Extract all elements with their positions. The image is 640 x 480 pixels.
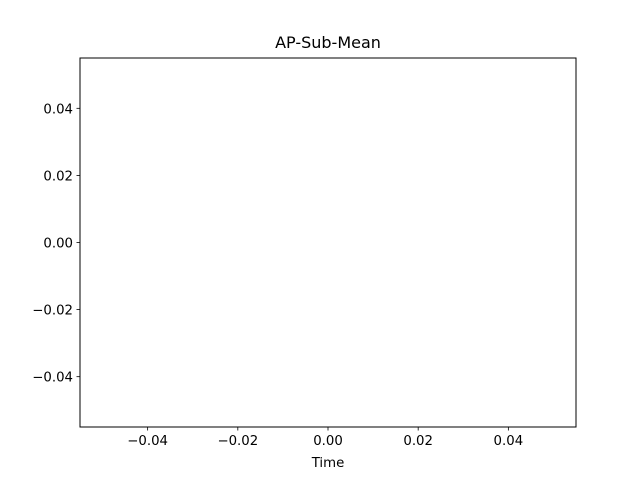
y-axis: −0.04 −0.02 0.00 0.02 0.04 bbox=[32, 102, 80, 386]
x-tick-label: 0.04 bbox=[494, 434, 524, 449]
chart-title: AP-Sub-Mean bbox=[275, 33, 381, 52]
y-tick-label: 0.02 bbox=[43, 169, 73, 184]
x-axis: −0.04 −0.02 0.00 0.02 0.04 bbox=[127, 427, 523, 449]
y-tick-label: −0.02 bbox=[32, 304, 73, 319]
plot-area bbox=[79, 57, 577, 428]
x-tick-label: −0.02 bbox=[217, 434, 258, 449]
x-tick-label: 0.00 bbox=[313, 434, 343, 449]
x-tick-label: −0.04 bbox=[127, 434, 168, 449]
y-tick-label: −0.04 bbox=[32, 371, 73, 386]
x-tick-label: 0.02 bbox=[403, 434, 433, 449]
x-axis-label: Time bbox=[311, 456, 345, 471]
y-tick-label: 0.00 bbox=[43, 237, 73, 252]
y-tick-label: 0.04 bbox=[43, 102, 73, 117]
